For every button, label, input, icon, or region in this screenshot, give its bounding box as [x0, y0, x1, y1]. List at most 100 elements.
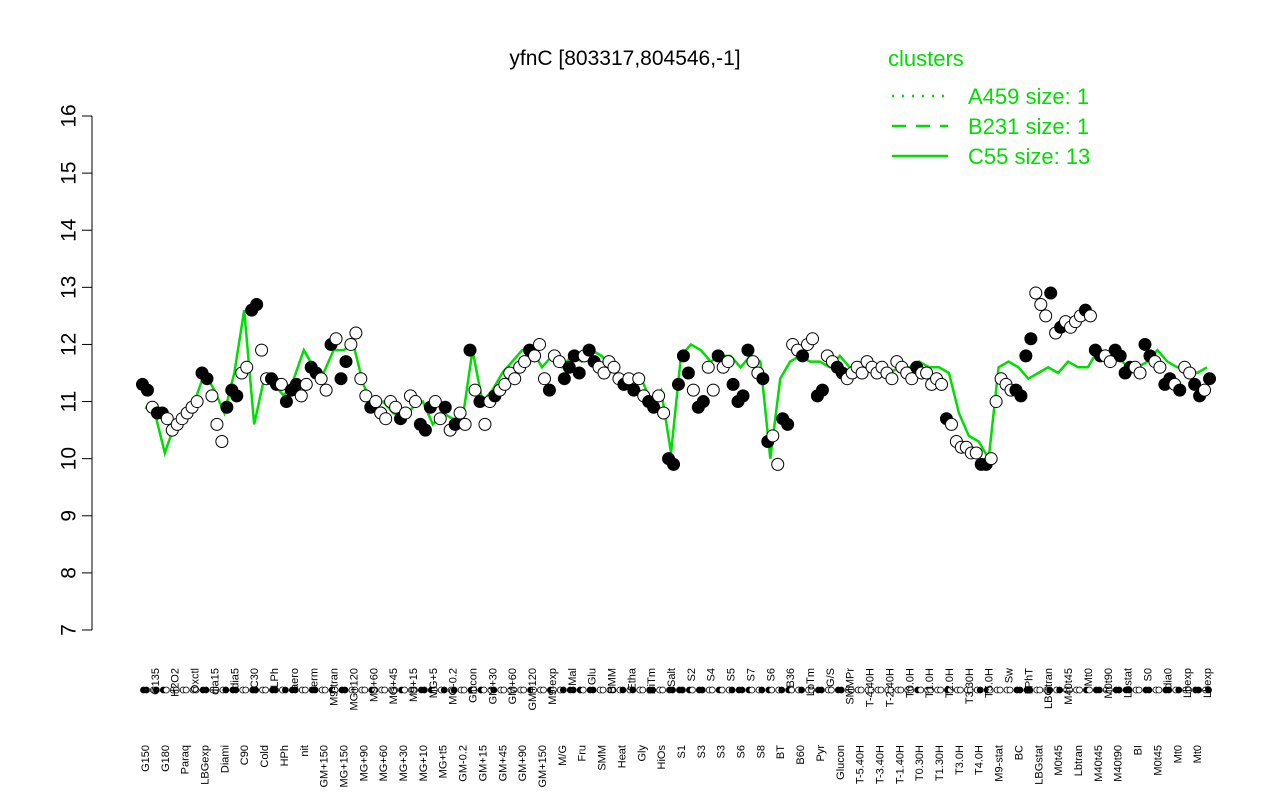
- x-rug-mark: [202, 686, 210, 694]
- x-rug-mark: [480, 686, 488, 694]
- x-rug-mark: [758, 686, 766, 694]
- data-point: [294, 389, 308, 403]
- data-point: [428, 395, 442, 409]
- data-point: [582, 343, 596, 357]
- x-rug-mark: [1185, 686, 1193, 694]
- x-tick-label: T0.30H: [914, 745, 926, 781]
- x-rug-mark: [500, 686, 508, 694]
- data-point: [1029, 286, 1043, 300]
- x-tick-label: Mt0: [1192, 745, 1204, 763]
- x-rug-mark: [708, 686, 716, 694]
- data-point: [508, 372, 522, 386]
- x-rug-mark: [927, 686, 935, 694]
- x-tick-label: Lbstat: [1123, 668, 1135, 698]
- x-rug-mark: [1036, 686, 1044, 694]
- x-rug-mark: [143, 686, 150, 694]
- x-tick-label: LBGtran: [1043, 668, 1055, 709]
- data-point: [676, 349, 690, 363]
- x-rug-mark: [639, 686, 647, 694]
- x-tick-label: LBGexp: [200, 745, 212, 785]
- data-point: [597, 366, 611, 380]
- y-tick-label: 13: [58, 276, 81, 299]
- x-rug-mark: [1026, 686, 1034, 694]
- x-rug-mark: [1066, 686, 1073, 694]
- x-tick-label: MG+t5: [438, 745, 450, 778]
- x-tick-label: MG+60: [378, 745, 390, 781]
- x-tick-label: LPh: [269, 668, 281, 688]
- data-point: [215, 435, 229, 449]
- data-point: [746, 355, 760, 369]
- x-rug-mark: [907, 686, 915, 694]
- x-rug-mark: [917, 686, 925, 694]
- x-rug-mark: [649, 686, 657, 694]
- data-point: [736, 389, 750, 403]
- x-tick-label: Cold: [259, 745, 271, 768]
- x-tick-label: S7: [745, 668, 757, 681]
- x-tick-label: S5: [726, 668, 738, 681]
- x-rug-mark: [986, 686, 994, 694]
- x-rug-mark: [172, 686, 180, 694]
- data-point: [647, 400, 661, 414]
- x-tick-label: M9-tran: [329, 668, 341, 706]
- data-point: [1153, 360, 1167, 374]
- x-tick-label: C30: [249, 668, 261, 688]
- y-tick-label: 10: [58, 447, 81, 470]
- data-point: [279, 395, 293, 409]
- x-rug-mark: [430, 686, 438, 694]
- x-tick-label: T1.0H: [924, 668, 936, 698]
- data-point: [344, 337, 358, 351]
- x-tick-label: MG+150: [338, 745, 350, 788]
- data-point: [557, 372, 571, 386]
- data-point: [399, 406, 413, 420]
- y-tick-label: 12: [58, 333, 81, 356]
- x-rug-mark: [788, 686, 796, 694]
- x-rug-mark: [331, 686, 339, 694]
- x-tick-label: Oxctl: [190, 668, 202, 693]
- x-rug-mark: [619, 686, 627, 694]
- x-rug-mark: [837, 686, 845, 694]
- x-tick-label: M0t45: [1152, 745, 1164, 776]
- x-tick-label: GM+15: [477, 745, 489, 781]
- x-rug-mark: [996, 686, 1004, 694]
- x-tick-label: T3.30H: [964, 668, 976, 704]
- x-rug-mark: [748, 686, 756, 694]
- x-rug-mark: [698, 686, 706, 694]
- data-point: [240, 360, 254, 374]
- data-point: [552, 355, 566, 369]
- x-rug-mark: [321, 686, 329, 694]
- data-point: [329, 332, 343, 346]
- x-rug-mark: [609, 686, 617, 694]
- x-rug-mark: [887, 686, 895, 694]
- x-tick-label: BC: [1013, 745, 1025, 760]
- x-rug-mark: [351, 686, 359, 694]
- x-tick-label: M9+60: [368, 668, 380, 702]
- x-tick-label: nit: [299, 745, 311, 757]
- data-point: [349, 326, 363, 340]
- data-point: [701, 360, 715, 374]
- legend-entry-label: B231 size: 1: [968, 114, 1089, 139]
- data-point: [696, 395, 710, 409]
- data-point: [741, 343, 755, 357]
- x-tick-label: S4: [706, 668, 718, 681]
- data-point: [518, 355, 532, 369]
- x-rug-mark: [212, 686, 220, 694]
- x-tick-label: T-3.40H: [874, 745, 886, 784]
- x-tick-label: Heat: [616, 745, 628, 768]
- data-point: [806, 332, 819, 346]
- x-tick-label: B60: [795, 745, 807, 765]
- x-tick-label: Sw: [1004, 668, 1016, 683]
- data-point: [984, 452, 998, 466]
- y-tick-label: 8: [58, 567, 81, 579]
- x-tick-label: MG+45: [388, 668, 400, 704]
- x-tick-label: Pyr: [815, 745, 827, 762]
- x-tick-label: LBGstat: [1033, 745, 1045, 785]
- x-rug-mark: [311, 686, 319, 694]
- x-rug-mark: [490, 686, 498, 694]
- x-tick-label: T4.0H: [974, 745, 986, 775]
- x-rug-mark: [778, 686, 786, 694]
- x-rug-mark: [966, 686, 974, 694]
- x-tick-label: Salt: [666, 668, 678, 687]
- x-rug-mark: [381, 686, 389, 694]
- data-point: [220, 400, 234, 414]
- x-rug-mark: [192, 686, 200, 694]
